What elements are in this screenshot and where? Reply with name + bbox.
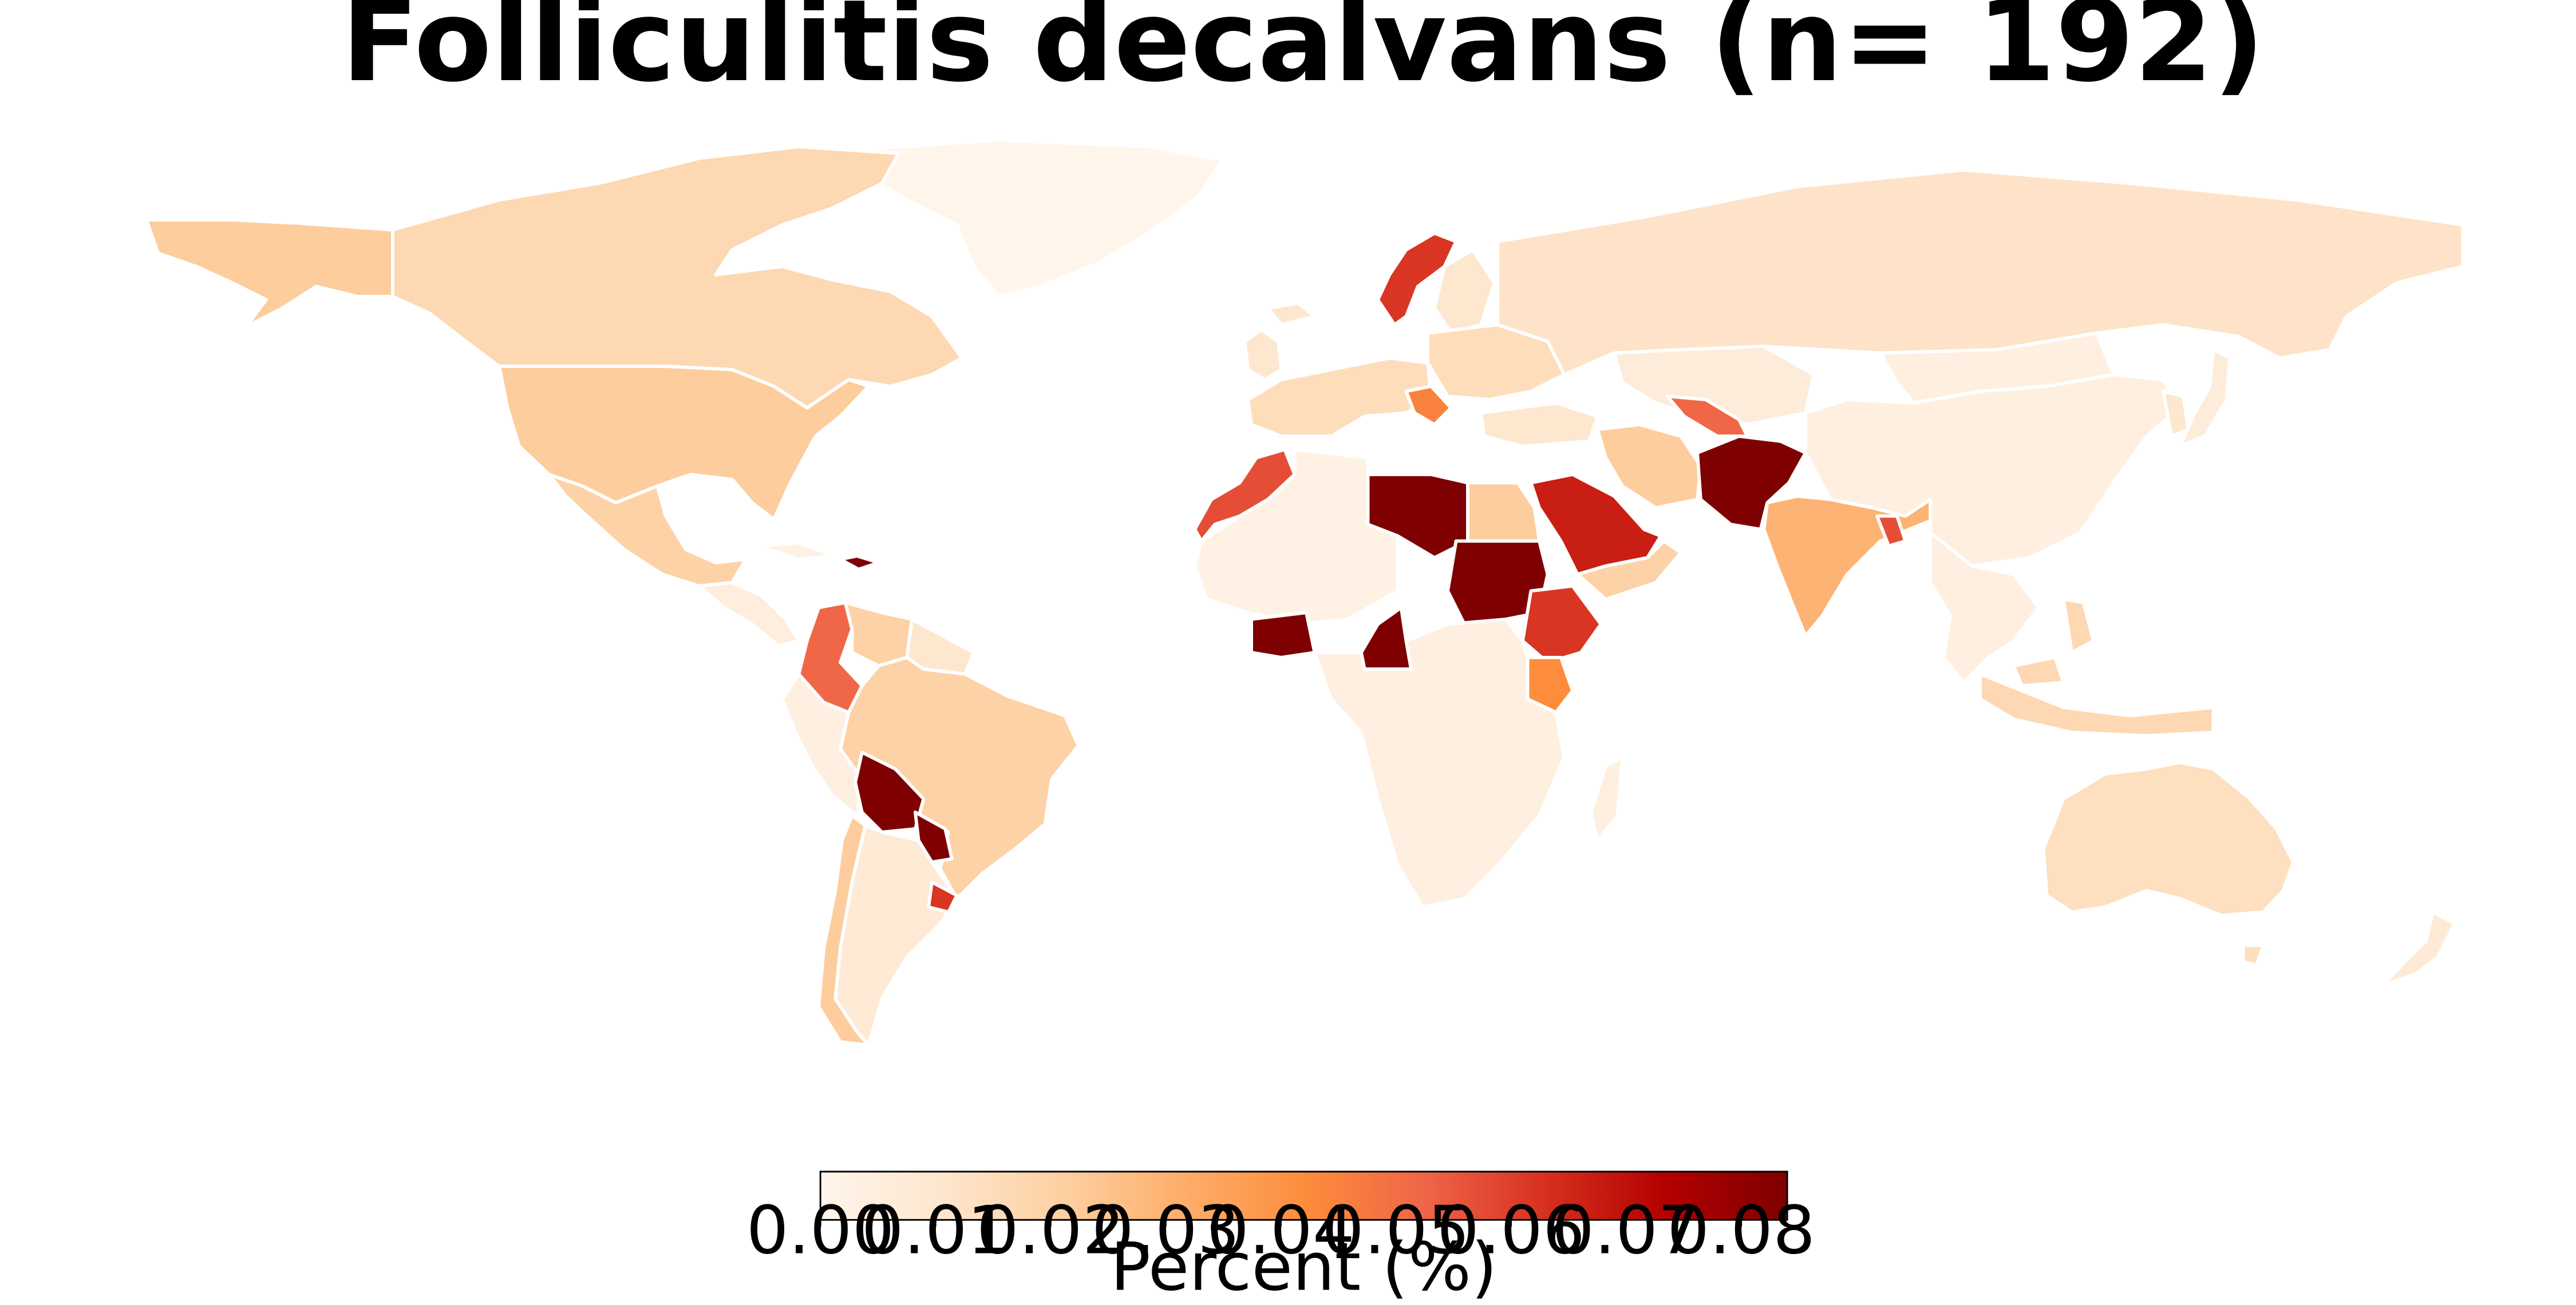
colorbar-tick-label: 0.05: [1322, 1192, 1470, 1269]
map-title: Folliculitis decalvans (n= 192): [341, 0, 2265, 107]
region-northwest-africa: [1193, 448, 1400, 626]
region-iran: [1595, 422, 1702, 510]
region-india: [1762, 494, 1935, 638]
region-alaska: [144, 218, 394, 329]
region-hispaniola: [839, 554, 880, 571]
colorbar-tick-label: 0.03: [1092, 1192, 1240, 1269]
region-madagascar: [1589, 756, 1625, 843]
region-egypt: [1466, 481, 1541, 543]
region-southeast-asia: [1929, 531, 2040, 685]
region-ghana-ivory-coast: [1250, 611, 1317, 659]
colorbar-tick-label: 0.01: [862, 1192, 1010, 1269]
colorbar-gradient: [819, 1170, 1788, 1221]
region-greenland: [855, 138, 1225, 298]
region-sweden: [1376, 231, 1458, 327]
region-uruguay: [927, 880, 959, 914]
region-turkey: [1479, 401, 1599, 448]
region-uk-ireland: [1243, 328, 1283, 382]
region-mexico: [547, 473, 748, 588]
colorbar-tick-label: 0.04: [1207, 1192, 1355, 1269]
region-central-southern-africa: [1313, 617, 1566, 909]
region-afghanistan-pakistan: [1696, 434, 1807, 531]
colorbar-ticks: 0.000.010.020.030.040.050.060.070.08: [746, 1192, 1815, 1269]
region-argentina: [833, 824, 959, 1047]
region-korea: [2162, 389, 2190, 438]
colorbar-tick-label: 0.07: [1552, 1192, 1700, 1269]
region-japan: [2178, 348, 2232, 448]
region-sudan: [1446, 539, 1550, 626]
region-kazakhstan: [1612, 345, 1816, 426]
region-bangladesh: [1875, 514, 1907, 548]
colorbar-label: Percent (%): [1111, 1228, 1498, 1305]
region-venezuela: [843, 600, 914, 668]
region-cameroon: [1360, 606, 1413, 671]
colorbar-tick-label: 0.00: [746, 1192, 895, 1269]
region-morocco: [1193, 448, 1297, 543]
region-bolivia: [854, 750, 926, 834]
region-balkans: [1404, 384, 1453, 426]
region-indonesia-philippines: [1978, 598, 2215, 738]
region-mongolia: [1878, 331, 2115, 405]
region-iceland: [1266, 301, 1317, 327]
colorbar-tick-label: 0.08: [1667, 1192, 1815, 1269]
colorbar-tick-label: 0.02: [977, 1192, 1125, 1269]
region-yemen-oman: [1575, 539, 1682, 601]
region-finland: [1432, 248, 1496, 335]
colorbar-tick-label: 0.06: [1437, 1192, 1585, 1269]
colorbar: 0.000.010.020.030.040.050.060.070.08 Per…: [746, 1170, 1815, 1305]
region-cuba: [755, 541, 837, 561]
country-layer: [144, 138, 2465, 1047]
region-ethiopia: [1520, 584, 1603, 665]
region-central-america: [697, 581, 801, 648]
region-tasmania: [2241, 943, 2265, 967]
region-new-zealand: [2381, 910, 2456, 987]
region-russia: [1496, 168, 2465, 377]
region-australia: [2041, 760, 2295, 918]
